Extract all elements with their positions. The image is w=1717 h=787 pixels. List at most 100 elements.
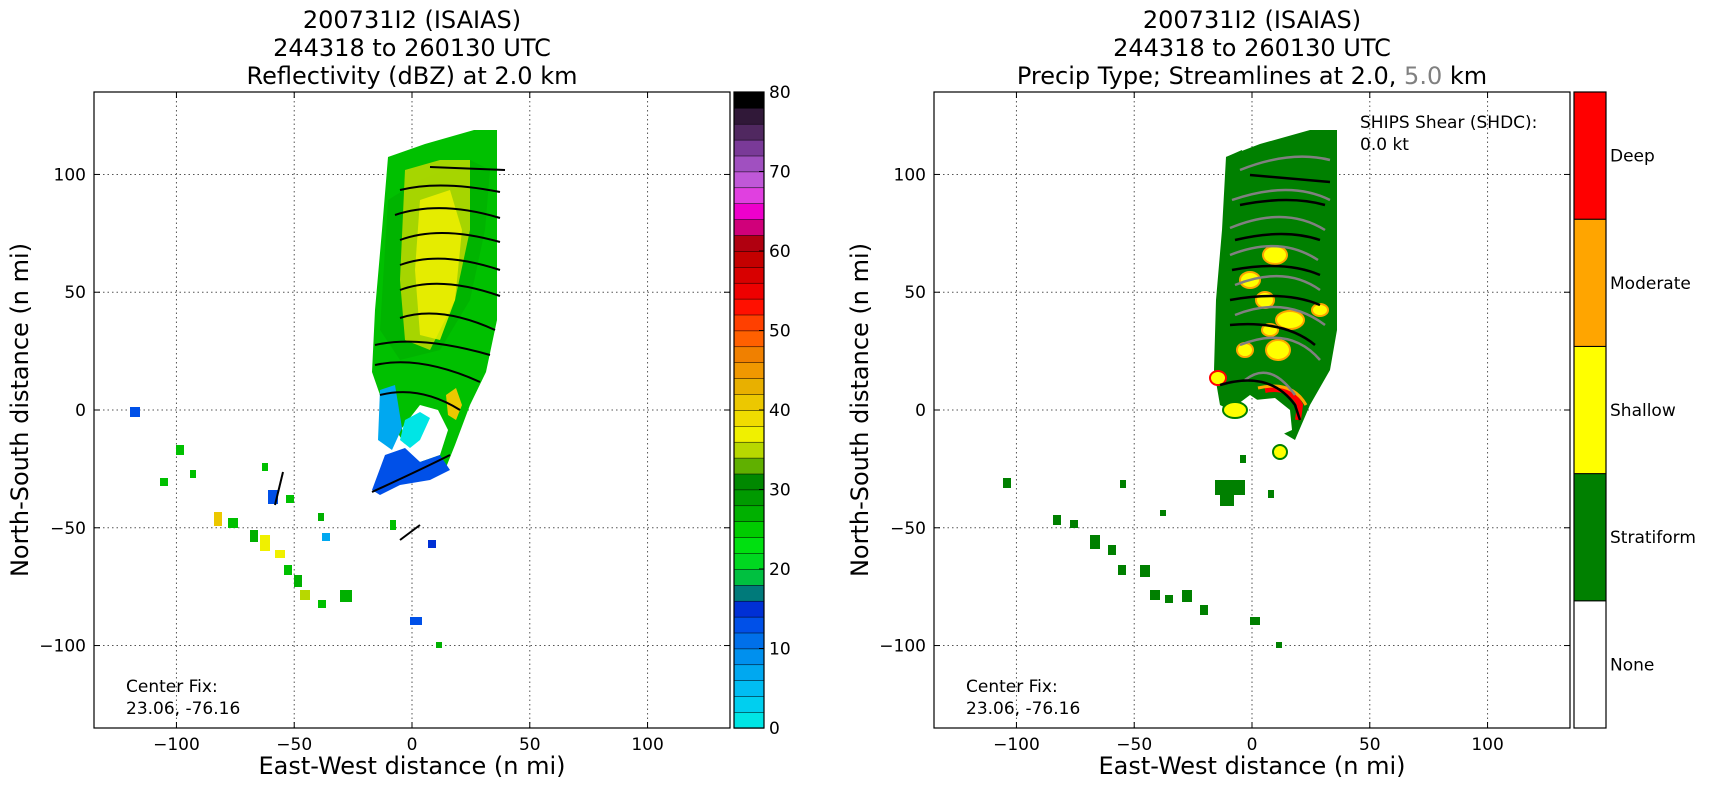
eye-weak-echo-cyan — [400, 412, 430, 448]
right-x-tick-label: 50 — [1359, 735, 1381, 755]
colorbar-segment — [733, 521, 765, 538]
right-y-tick-label: 50 — [904, 283, 926, 303]
colorbar-segment — [733, 568, 765, 586]
precip-type-segment-none — [1573, 600, 1607, 729]
precip-type-label-shallow: Shallow — [1610, 401, 1676, 421]
right-center-fix-coords: 23.06, -76.16 — [966, 699, 1080, 719]
colorbar-segment — [733, 346, 765, 363]
right-x-axis-label: East-West distance (n mi) — [1098, 752, 1405, 780]
left-x-tick-label: −100 — [153, 735, 200, 755]
colorbar-tick-label: 50 — [769, 322, 791, 342]
colorbar-segment — [733, 171, 765, 189]
colorbar-segment — [733, 282, 765, 300]
colorbar-segment — [733, 91, 765, 109]
left-panel: 200731I2 (ISAIAS) 244318 to 260130 UTC R… — [6, 6, 791, 780]
stratiform-band-west — [1226, 150, 1242, 200]
colorbar-segment — [733, 664, 765, 681]
eyewall-moderate-deep — [1264, 386, 1304, 421]
colorbar-tick-label: 60 — [769, 242, 791, 262]
colorbar-segment — [733, 250, 765, 268]
colorbar-segment — [733, 314, 765, 332]
left-ticks: −100 −50 0 50 100 −100 −50 0 50 100 — [39, 92, 730, 755]
echo-band-blue-edge — [378, 385, 402, 450]
right-x-tick-label: −50 — [1116, 735, 1152, 755]
right-x-tick-label: 100 — [1471, 735, 1503, 755]
right-y-tick-label: 100 — [894, 165, 926, 185]
colorbar-segment — [733, 489, 765, 507]
colorbar-segment — [733, 505, 765, 522]
colorbar-segment — [733, 632, 765, 650]
scattered-cells — [130, 407, 442, 648]
colorbar-tick-label: 80 — [769, 83, 791, 103]
colorbar-segment — [733, 695, 765, 713]
echo-band-yellow — [415, 190, 462, 340]
colorbar-segment — [733, 155, 765, 173]
colorbar-tick-label: 0 — [769, 719, 780, 739]
colorbar-segment — [733, 377, 765, 395]
left-center-fix-label: Center Fix: — [126, 677, 218, 697]
shallow-convective-cells — [1209, 245, 1329, 460]
precip-type-label-none: None — [1610, 655, 1654, 675]
colorbar-segment — [733, 187, 765, 204]
colorbar-segment — [733, 584, 765, 602]
colorbar-segment — [733, 680, 765, 697]
eye-clear-region — [1255, 398, 1292, 440]
colorbar-segment — [733, 409, 765, 427]
right-title-line-3: Precip Type; Streamlines at 2.0, 5.0 km — [1017, 62, 1487, 90]
precip-type-segment-moderate — [1573, 218, 1607, 347]
left-x-tick-label: −50 — [276, 735, 312, 755]
shear-label: SHIPS Shear (SHDC): — [1360, 113, 1537, 133]
colorbar-segment — [733, 298, 765, 316]
colorbar-tick-label: 40 — [769, 401, 791, 421]
colorbar-segment — [733, 616, 765, 634]
colorbar-tick-label: 20 — [769, 560, 791, 580]
right-ticks: −100 −50 0 50 100 −100 −50 0 50 100 — [879, 92, 1570, 755]
right-panel: 200731I2 (ISAIAS) 244318 to 260130 UTC P… — [846, 6, 1696, 780]
right-title-text: Precip Type; Streamlines at 2.0, — [1017, 62, 1404, 90]
colorbar-segment — [733, 362, 765, 379]
colorbar-segment — [733, 441, 765, 459]
right-y-tick-label: −100 — [879, 637, 926, 657]
colorbar-segment — [733, 711, 765, 729]
precip-type-segment-deep — [1573, 91, 1607, 220]
right-y-axis-label: North-South distance (n mi) — [846, 243, 874, 577]
colorbar-segment — [733, 234, 765, 252]
right-x-tick-label: 0 — [1247, 735, 1258, 755]
right-title-unit: km — [1442, 62, 1487, 90]
left-y-tick-label: 100 — [54, 165, 86, 185]
right-title-line-1: 200731I2 (ISAIAS) — [1143, 6, 1361, 34]
left-x-tick-label: 50 — [519, 735, 541, 755]
colorbar-segment — [733, 473, 765, 491]
colorbar-segment — [733, 203, 765, 220]
colorbar-segment — [733, 266, 765, 284]
right-title-level-grey: 5.0 — [1404, 62, 1442, 90]
stratiform-band — [1214, 130, 1337, 440]
precip-type-label-moderate: Moderate — [1610, 274, 1691, 294]
streamlines-5km — [1229, 155, 1331, 396]
colorbar-segment — [733, 536, 765, 554]
colorbar-tick-label: 30 — [769, 481, 791, 501]
colorbar-segment — [733, 457, 765, 475]
shear-value: 0.0 kt — [1360, 135, 1409, 155]
colorbar-segment — [733, 123, 765, 141]
eyewall-moderate-edge — [1257, 384, 1308, 406]
left-y-tick-label: −50 — [50, 519, 86, 539]
right-y-tick-label: −50 — [890, 519, 926, 539]
precip-colorbar-frame — [1573, 91, 1607, 729]
streamlines-2km — [1219, 173, 1331, 421]
left-y-tick-label: 50 — [64, 283, 86, 303]
scattered-stratiform-cells — [1003, 455, 1282, 648]
colorbar-segment — [733, 552, 765, 570]
colorbar-segment — [733, 425, 765, 443]
colorbar-segment — [733, 393, 765, 411]
echo-band-orange-core — [446, 388, 462, 420]
colorbar-segment — [733, 107, 765, 125]
left-y-tick-label: −100 — [39, 637, 86, 657]
right-x-tick-label: −100 — [993, 735, 1040, 755]
right-y-tick-label: 0 — [915, 401, 926, 421]
left-x-tick-label: 100 — [631, 735, 663, 755]
colorbar-segment — [733, 600, 765, 618]
right-title-line-2: 244318 to 260130 UTC — [1113, 34, 1391, 62]
precip-type-label-deep: Deep — [1610, 147, 1655, 167]
